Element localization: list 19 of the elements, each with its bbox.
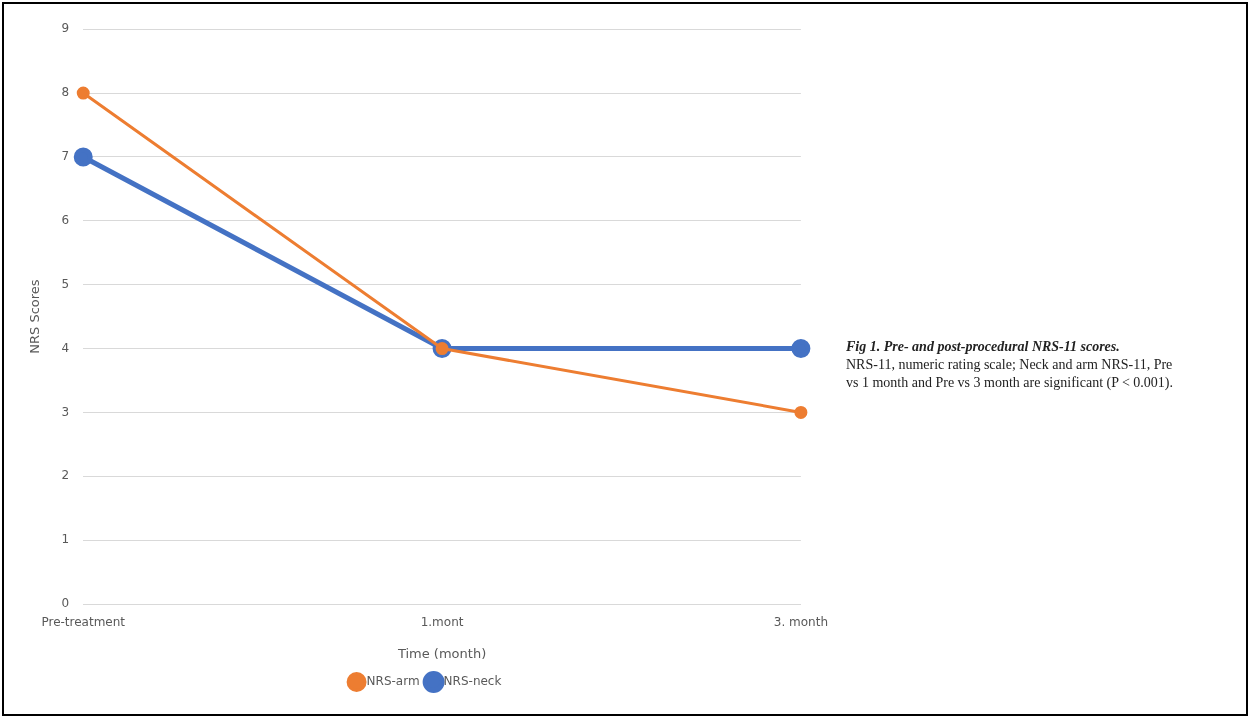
y-tick-label: 3: [61, 404, 70, 419]
x-axis-title: Time (month): [396, 645, 487, 661]
x-tick-label: Pre-treatment: [41, 615, 126, 630]
y-tick-label: 9: [61, 21, 70, 36]
y-tick-label: 2: [61, 468, 70, 483]
text: Fig 1. Pre- and post-procedural NRS-11 scores.: [846, 338, 1121, 356]
legend-label: NRS-neck: [443, 674, 502, 689]
y-tick-label: 7: [61, 149, 70, 164]
legend-label: NRS-arm: [366, 674, 420, 689]
y-tick-label: 1: [61, 532, 70, 547]
x-tick-label: 3. month: [773, 615, 828, 630]
y-tick-label: 6: [61, 212, 70, 227]
y-tick-label: 5: [61, 276, 70, 291]
text: NRS-11, numeric rating scale; Neck and arm NRS-11, Pre vs 1 month and Pre vs 3 month are significant (P < 0.001).: [846, 356, 1174, 392]
y-tick-label: 0: [61, 596, 70, 611]
y-tick-label: 8: [61, 85, 70, 100]
y-tick-label: 4: [61, 340, 70, 355]
x-tick-label: 1.mont: [420, 615, 464, 630]
y-axis-title: NRS Scores: [27, 279, 43, 354]
